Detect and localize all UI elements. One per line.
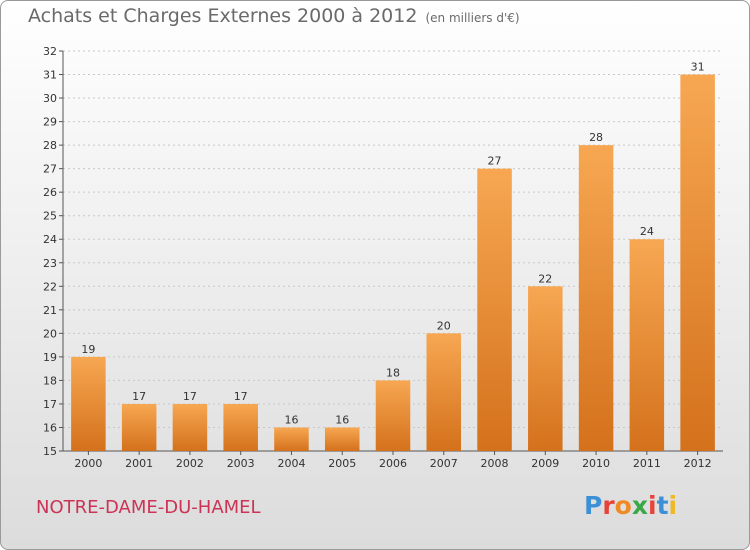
x-tick-label: 2012 [684,457,712,470]
bar [477,168,512,451]
x-tick-label: 2001 [125,457,153,470]
label-layer: 2000 19 2001 17 2002 17 2003 17 2004 16 2005 16 2006… [74,61,711,470]
x-tick-label: 2005 [328,457,356,470]
logo-letter: t [656,491,669,520]
chart-title-text: Achats et Charges Externes 2000 à 2012 [28,5,418,27]
bar-value-label: 24 [640,225,654,238]
bar-value-label: 28 [589,131,603,144]
x-tick-label: 2008 [481,457,509,470]
x-tick-label: 2010 [582,457,610,470]
y-tick-label: 32 [43,45,57,58]
logo-letter: x [631,491,648,520]
bar [528,286,563,451]
bar [426,333,462,451]
bar-value-label: 19 [81,343,95,356]
chart-subtitle: (en milliers d'€) [425,11,520,25]
logo-letter: o [614,491,632,520]
y-tick-label: 30 [43,92,57,105]
x-tick-label: 2009 [531,457,559,470]
bar-value-label: 18 [386,366,400,379]
bar-value-label: 27 [488,155,502,168]
y-tick-label: 21 [43,304,57,317]
bar-layer [71,74,715,451]
bar-value-label: 20 [437,319,451,332]
x-tick-label: 2011 [633,457,661,470]
bar-value-label: 17 [234,390,248,403]
bar-value-label: 16 [284,413,298,426]
bar [375,380,411,451]
x-tick-label: 2002 [176,457,204,470]
y-tick-label: 15 [43,445,57,458]
x-tick-label: 2004 [277,457,305,470]
y-tick-label: 25 [43,210,57,223]
logo-letter: P [584,491,603,520]
y-tick-label: 26 [43,186,57,199]
x-tick-label: 2006 [379,457,407,470]
y-tick-label: 28 [43,139,57,152]
y-tick-label: 29 [43,116,57,129]
bar [274,427,309,451]
x-tick-label: 2003 [227,457,255,470]
proxiti-logo: Proxiti [584,491,677,520]
logo-letter: i [668,491,678,520]
y-tick-label: 24 [43,233,57,246]
location-name: NOTRE-DAME-DU-HAMEL [36,497,261,518]
bar [680,74,715,451]
logo-letter: r [602,491,615,520]
x-tick-label: 2007 [430,457,458,470]
y-tick-label: 27 [43,163,57,176]
bar [172,403,208,451]
x-tick-label: 2000 [74,457,102,470]
y-tick-label: 31 [43,69,57,82]
y-tick-label: 18 [43,374,57,387]
y-tick-label: 22 [43,280,57,293]
bar-value-label: 22 [538,272,552,285]
bar [578,145,614,451]
logo-letter: i [648,491,657,520]
chart-title: Achats et Charges Externes 2000 à 2012 (e… [28,5,520,27]
y-tick-label: 23 [43,257,57,270]
y-tick-label: 19 [43,351,57,364]
bar [121,403,157,451]
bar [71,356,106,451]
y-tick-label: 16 [43,421,57,434]
y-tick-label: 17 [43,398,57,411]
bar-value-label: 17 [132,390,146,403]
bar-value-label: 16 [335,413,349,426]
y-tick-label: 20 [43,327,57,340]
bar-value-label: 17 [183,390,197,403]
bar [324,427,360,451]
bar [223,403,258,451]
bar-value-label: 31 [691,61,705,74]
bar [629,239,665,451]
